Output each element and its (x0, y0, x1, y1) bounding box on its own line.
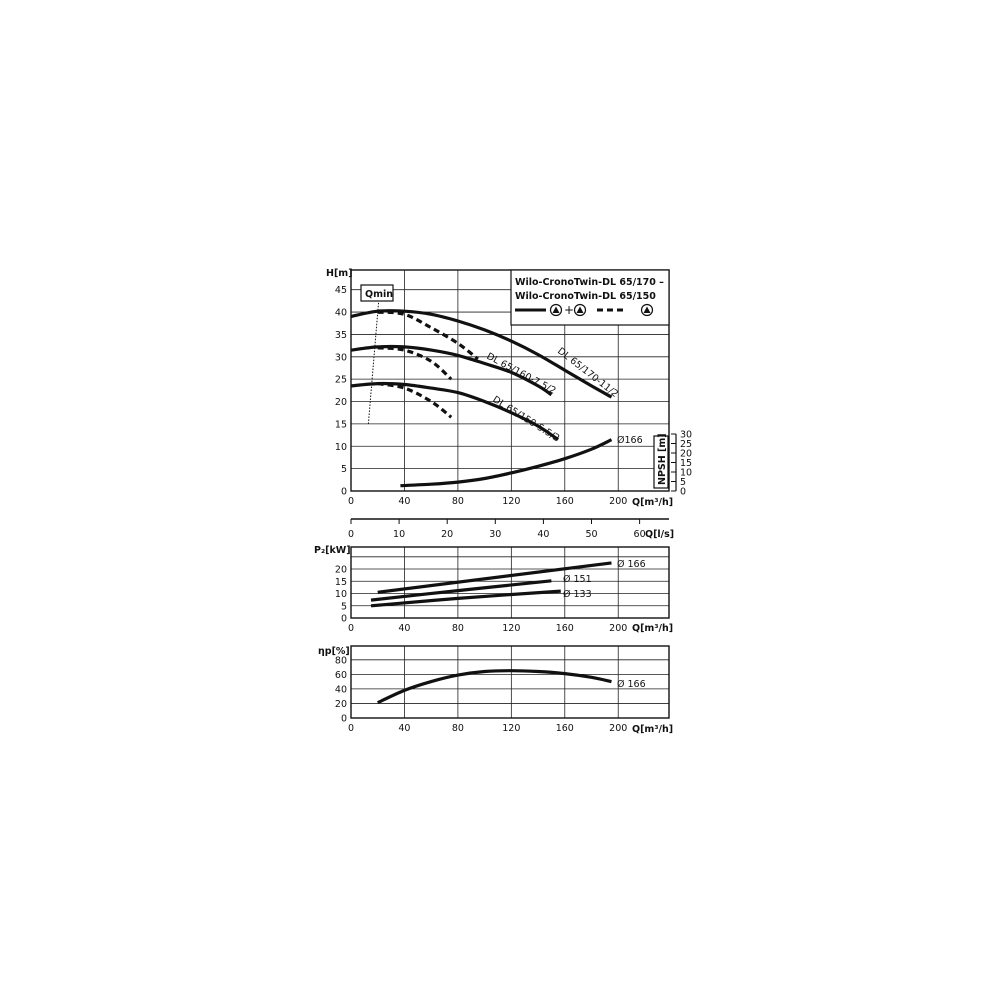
plot-frame (350, 269, 670, 492)
x-tick-label: 0 (348, 723, 354, 734)
npsh-tick-label: 5 (680, 477, 686, 488)
x-tick-label: 120 (502, 496, 520, 507)
x-tick-label: 120 (502, 723, 520, 734)
y-tick-label: 40 (335, 684, 347, 695)
series-line-0 (350, 309, 613, 399)
pump-symbol-icon (549, 303, 563, 317)
ls-tick-label: 10 (393, 529, 405, 540)
x-axis-label-efficiency: Q[m³/h] (632, 724, 673, 735)
curve-label-p2-151: Ø 151 (563, 574, 592, 585)
plot-frame (350, 645, 670, 719)
x-axis-label-ls: Q[l/s] (645, 529, 674, 540)
series-line-3 (377, 310, 479, 361)
series-line-1 (370, 579, 552, 602)
y-tick-label: 15 (335, 419, 347, 430)
x-tick-label: 160 (556, 623, 574, 634)
curve-label-eta-166: Ø 166 (617, 679, 646, 690)
x-tick-label: 0 (348, 623, 354, 634)
y-axis-label-efficiency: ηp[%] (318, 646, 350, 657)
y-tick-label: 20 (335, 397, 347, 408)
x-tick-label: 40 (398, 496, 410, 507)
curve-label-npsh: Ø166 (617, 435, 643, 446)
y-tick-label: 0 (341, 487, 347, 498)
efficiency-chart: 0 40 80 120 160 200 0 20 40 60 80 (335, 645, 670, 734)
legend-title-line-2: Wilo-CronoTwin-DL 65/150 (515, 291, 656, 302)
x-axis-label-main: Q[m³/h] (632, 497, 673, 508)
y-tick-label: 60 (335, 670, 347, 681)
series-line-4 (377, 346, 453, 381)
y-tick-label: 20 (335, 699, 347, 710)
y-tick-label: 80 (335, 655, 347, 666)
npsh-tick-label: 20 (680, 449, 692, 460)
y-tick-label: 25 (335, 375, 347, 386)
x-tick-label: 200 (609, 723, 627, 734)
npsh-tick-label: 10 (680, 468, 692, 479)
series-line-5 (377, 382, 453, 419)
y-axis-label-head: H[m] (326, 268, 353, 279)
npsh-tick-label: 0 (680, 487, 686, 498)
y-tick-label: 0 (341, 614, 347, 625)
series-line-6 (400, 438, 613, 488)
x-axis-label-power: Q[m³/h] (632, 623, 673, 634)
y-tick-label: 40 (335, 308, 347, 319)
series-line-2 (350, 381, 560, 441)
x-tick-label: 80 (452, 623, 464, 634)
x-tick-label: 120 (502, 623, 520, 634)
legend-title-line-1: Wilo-CronoTwin-DL 65/170 – (515, 277, 664, 288)
y2-axis-label-npsh: NPSH [m] (657, 433, 668, 485)
y-tick-label: 20 (335, 565, 347, 576)
x-tick-label: 80 (452, 723, 464, 734)
ls-tick-label: 20 (441, 529, 453, 540)
x-tick-label: 0 (348, 496, 354, 507)
npsh-tick-label: 15 (680, 458, 692, 469)
ls-tick-label: 0 (348, 529, 354, 540)
x-tick-label: 40 (398, 623, 410, 634)
x-tick-label: 200 (609, 496, 627, 507)
y-tick-label: 10 (335, 442, 347, 453)
npsh-label-box: NPSH [m] (653, 433, 669, 489)
npsh-tick-label: 25 (680, 439, 692, 450)
qmin-line (367, 296, 380, 424)
y-tick-label: 0 (341, 714, 347, 725)
ls-tick-label: 40 (537, 529, 549, 540)
ls-tick-label: 30 (489, 529, 501, 540)
x-tick-label: 200 (609, 623, 627, 634)
y-axis-label-power: P₂[kW] (314, 545, 351, 556)
y-tick-label: 30 (335, 352, 347, 363)
curve-label-p2-166: Ø 166 (617, 559, 646, 570)
x-tick-label: 80 (452, 496, 464, 507)
x-tick-label: 40 (398, 723, 410, 734)
y-tick-label: 45 (335, 285, 347, 296)
series-line-2 (370, 589, 561, 608)
y-tick-label: 15 (335, 577, 347, 588)
qmin-marker: Qmin (360, 284, 394, 302)
x-tick-label: 160 (556, 723, 574, 734)
curve-label-p2-133: Ø 133 (563, 589, 592, 600)
series-line-1 (350, 344, 553, 397)
pump-symbol-icon (573, 303, 587, 317)
plus-sign: + (564, 303, 574, 317)
series-line-0 (377, 669, 612, 705)
series-line-0 (377, 561, 612, 594)
ls-tick-label: 60 (634, 529, 646, 540)
npsh-tick-label: 30 (680, 430, 692, 441)
plot-frame (350, 546, 670, 619)
y-tick-label: 5 (341, 601, 347, 612)
y-tick-label: 35 (335, 330, 347, 341)
y-tick-label: 5 (341, 464, 347, 475)
y-tick-label: 10 (335, 589, 347, 600)
pump-symbol-icon (640, 303, 654, 317)
ls-tick-label: 50 (585, 529, 597, 540)
legend: Wilo-CronoTwin-DL 65/170 – Wilo-CronoTwi… (510, 269, 670, 326)
x-tick-label: 160 (556, 496, 574, 507)
qmin-label: Qmin (365, 289, 393, 300)
